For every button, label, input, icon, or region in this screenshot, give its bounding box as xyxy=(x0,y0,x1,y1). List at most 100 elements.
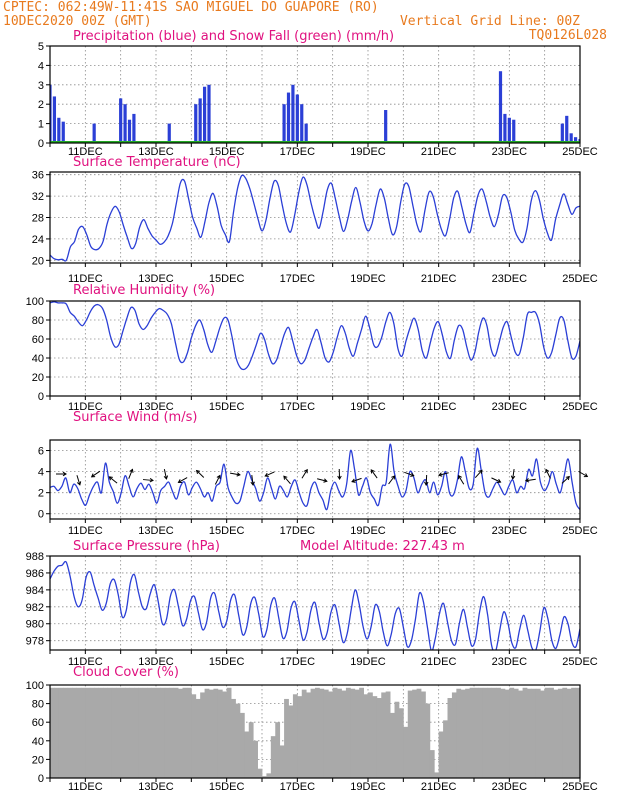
x-tick-label: 19DEC xyxy=(350,146,386,158)
wind-direction-arrow xyxy=(177,477,188,484)
x-tick-label: 17DEC xyxy=(280,656,316,668)
x-tick-label: 17DEC xyxy=(280,525,316,537)
precip-bar xyxy=(61,121,65,143)
x-tick-label: 13DEC xyxy=(138,781,174,793)
cloud-bar xyxy=(456,688,462,778)
y-tick-label: 2 xyxy=(38,488,44,500)
x-tick-label: 21DEC xyxy=(421,401,457,413)
cloud-bar xyxy=(465,688,470,778)
cloud-bar xyxy=(120,687,126,778)
cloud-bar xyxy=(94,687,99,778)
panel-frame xyxy=(49,439,581,520)
x-tick-label: 11DEC xyxy=(68,525,103,537)
cloud-bar xyxy=(266,773,272,778)
wind-direction-arrow xyxy=(163,469,169,480)
cloud-bar xyxy=(209,689,214,778)
panel-frame xyxy=(49,300,581,397)
cloud-bar xyxy=(376,698,382,778)
cloud-bar xyxy=(306,692,311,778)
x-tick-label: 17DEC xyxy=(280,146,316,158)
cloud-bar xyxy=(98,687,104,778)
wind-direction-arrow xyxy=(510,468,516,480)
cloud-bar xyxy=(156,687,161,778)
cloud-bar xyxy=(416,688,422,778)
cloud-bar xyxy=(487,687,493,778)
cloud-bar xyxy=(54,687,60,778)
cloud-bar xyxy=(509,687,515,778)
precip-bar xyxy=(50,84,52,143)
x-tick-label: 15DEC xyxy=(209,656,245,668)
x-tick-label: 13DEC xyxy=(138,146,174,158)
precip-bar xyxy=(119,98,123,143)
panel-2: Surface Temperature (nC) 20 24 28 32 36 11DEC 1… xyxy=(32,155,598,285)
cloud-bar xyxy=(63,687,69,778)
wind-direction-arrow xyxy=(561,475,570,484)
precip-bar xyxy=(202,86,207,143)
cloud-bar xyxy=(562,687,568,778)
series-line xyxy=(50,174,580,262)
cloud-bar xyxy=(182,687,188,778)
y-tick-label: 60 xyxy=(32,334,44,346)
panel-title: Precipitation (blue) and Snow Fall (gree… xyxy=(73,29,394,44)
wind-direction-arrow xyxy=(351,477,362,483)
y-tick-label: 5 xyxy=(38,41,44,53)
cloud-bar xyxy=(447,698,453,778)
x-tick-label: 15DEC xyxy=(209,781,245,793)
x-tick-label: 23DEC xyxy=(492,401,528,413)
panel-frame xyxy=(49,171,581,264)
cloud-bar xyxy=(451,692,457,778)
x-tick-label: 13DEC xyxy=(138,273,174,285)
cloud-bar xyxy=(496,687,501,778)
cloud-bar xyxy=(284,698,289,778)
wind-direction-arrow xyxy=(491,477,502,483)
wind-direction-arrow xyxy=(76,475,82,486)
x-tick-label: 23DEC xyxy=(492,273,528,285)
x-tick-label: 25DEC xyxy=(562,656,598,668)
cloud-bar xyxy=(341,690,347,778)
cloud-bar xyxy=(504,689,510,778)
x-tick-label: 15DEC xyxy=(209,401,245,413)
cloud-bar xyxy=(323,689,329,778)
x-tick-label: 25DEC xyxy=(562,781,598,793)
x-tick-label: 17DEC xyxy=(280,401,316,413)
y-tick-label: 40 xyxy=(32,353,44,365)
y-tick-label: 100 xyxy=(26,680,44,692)
cloud-bar xyxy=(527,688,532,778)
wind-direction-arrow xyxy=(404,471,415,477)
cloud-bar xyxy=(345,687,351,778)
cloud-bar xyxy=(80,687,86,778)
cloud-bar xyxy=(513,688,519,778)
cloud-bar xyxy=(116,687,122,778)
y-tick-label: 24 xyxy=(32,234,44,246)
panel-5: Surface Pressure (hPa) Model Altitude: 22… xyxy=(26,539,598,668)
y-tick-label: 80 xyxy=(32,315,44,327)
precip-bar xyxy=(92,123,96,143)
data-3 xyxy=(50,301,580,371)
cloud-bar xyxy=(429,750,435,778)
cloud-bar xyxy=(474,687,479,778)
precip-bar xyxy=(123,104,127,143)
precip-bar xyxy=(57,117,61,143)
cloud-bar xyxy=(381,692,387,778)
x-tick-label: 11DEC xyxy=(68,656,103,668)
cloud-bar xyxy=(103,687,108,778)
cloud-bar xyxy=(337,688,342,778)
y-tick-label: 20 xyxy=(32,372,44,384)
cloud-bar xyxy=(89,687,95,778)
cloud-bar xyxy=(279,745,285,778)
cloud-bar xyxy=(67,687,73,778)
wind-direction-arrow xyxy=(337,468,342,480)
cloud-bar xyxy=(522,687,528,778)
cloud-bar xyxy=(164,687,170,778)
cloud-bar xyxy=(160,687,166,778)
cloud-bar xyxy=(598,689,603,778)
cloud-bar xyxy=(363,694,369,778)
precip-bar xyxy=(507,117,511,143)
panel-3: Relative Humidity (%) 0 20 40 60 80 100 11DEC 13… xyxy=(26,283,598,413)
precip-bar xyxy=(127,119,132,143)
header-run-date: 10DEC2020 00Z (GMT) xyxy=(3,14,152,29)
cloud-bar xyxy=(553,689,559,778)
header-model-code: TQ0126L028 xyxy=(529,28,607,43)
x-tick-label: 25DEC xyxy=(562,146,598,158)
